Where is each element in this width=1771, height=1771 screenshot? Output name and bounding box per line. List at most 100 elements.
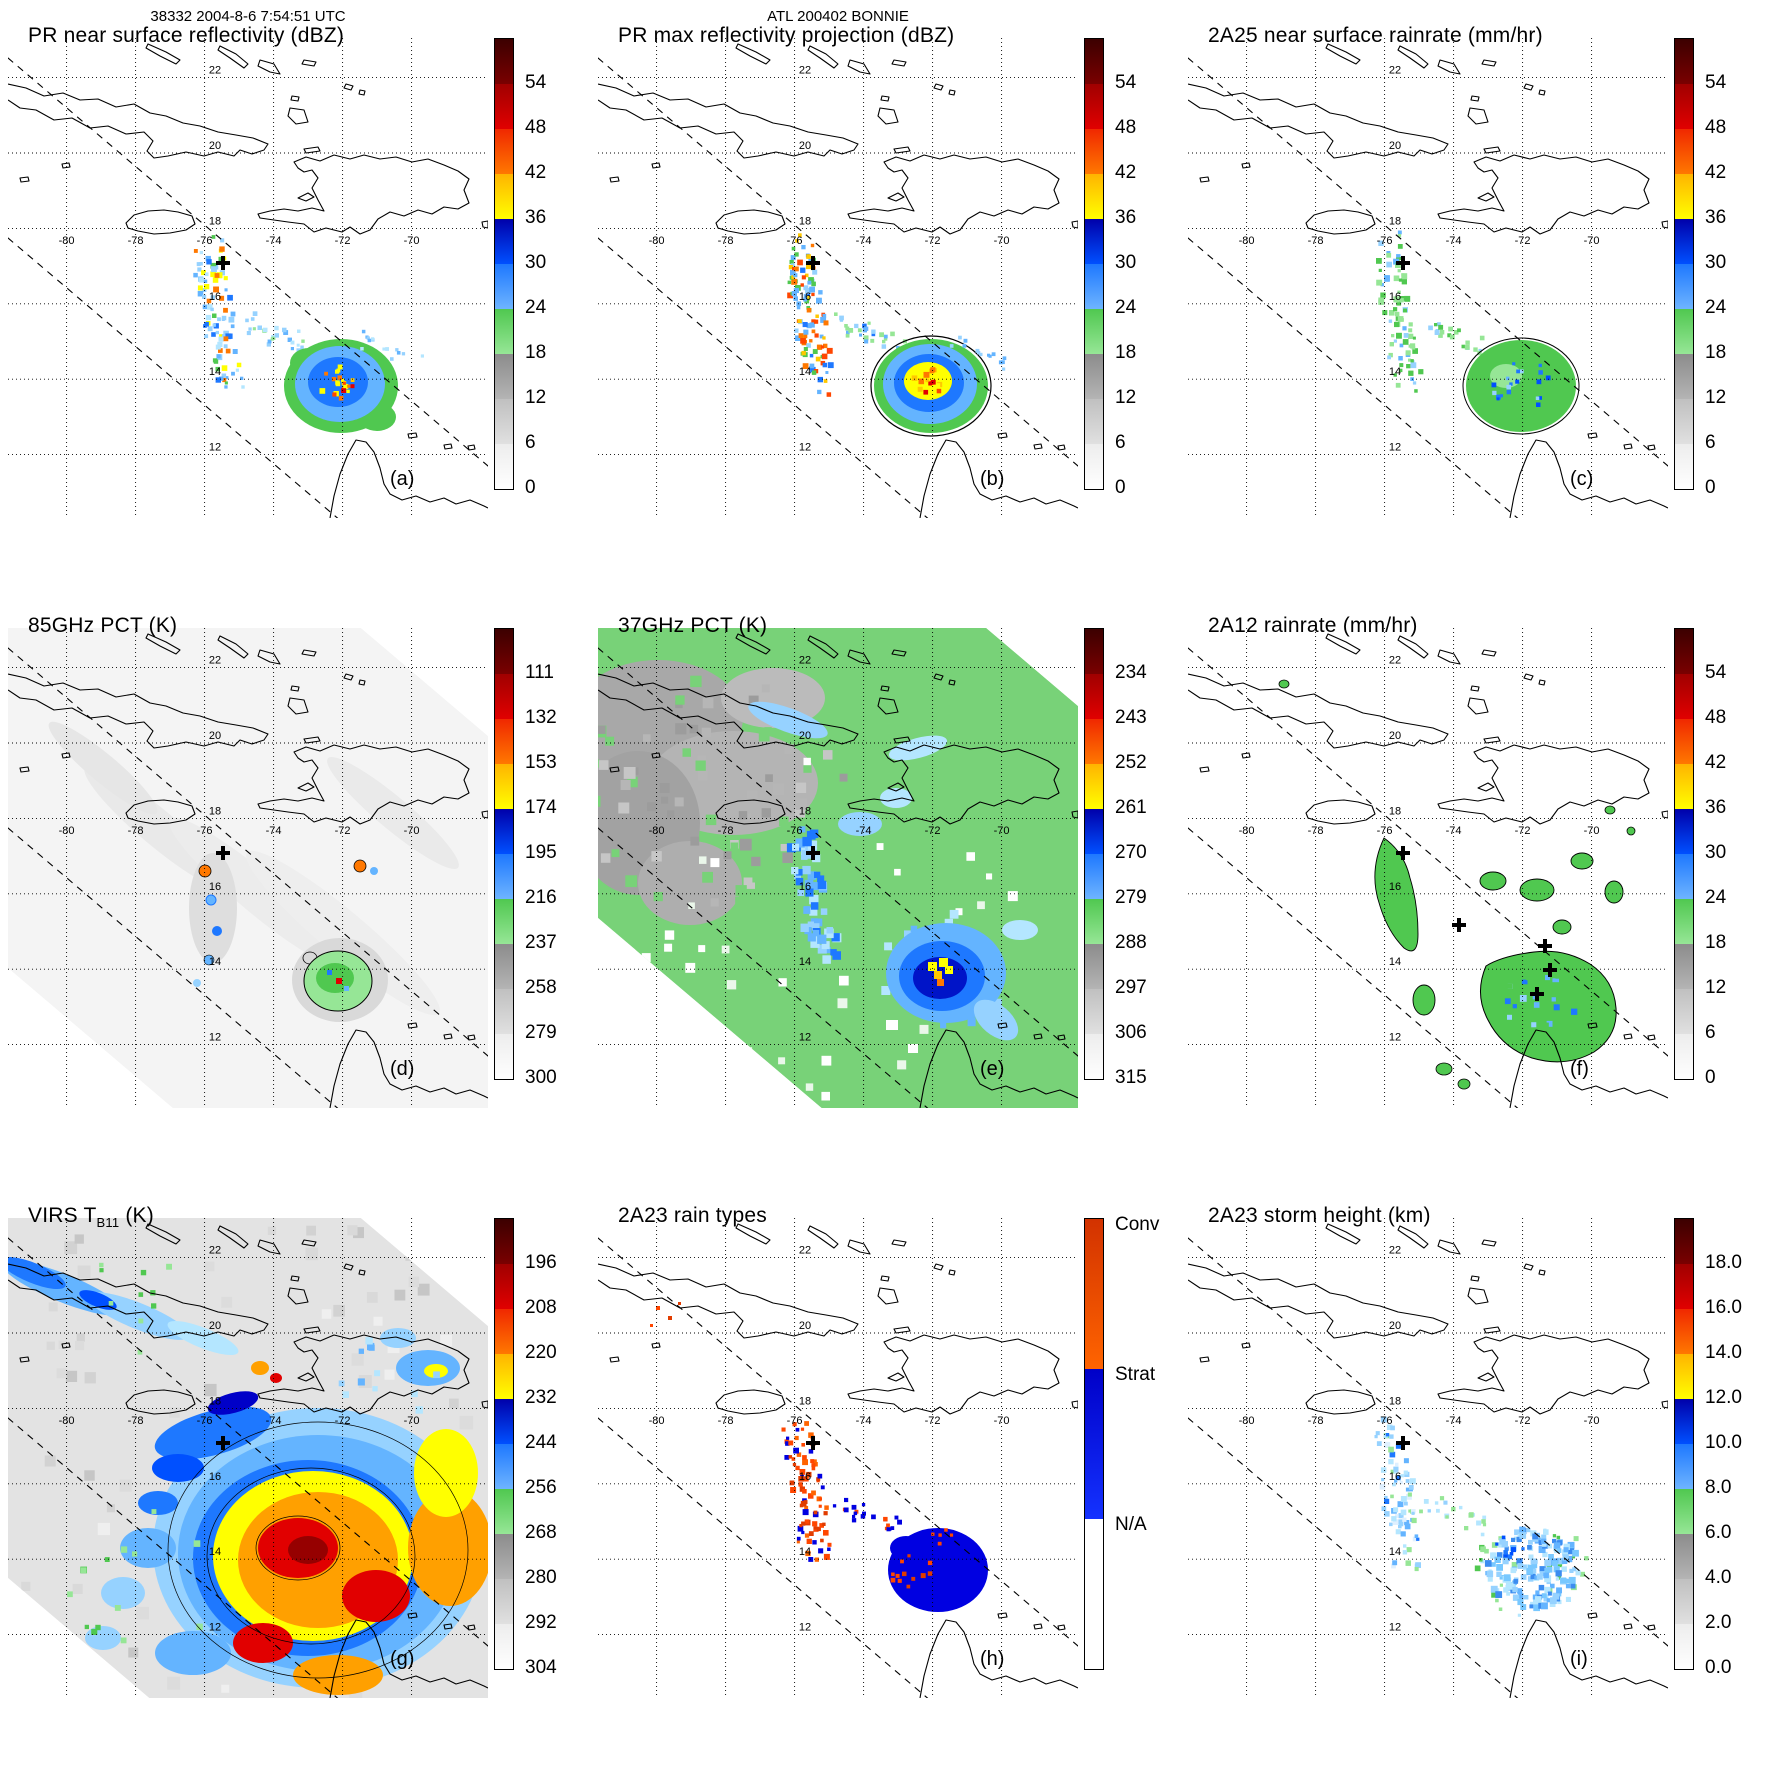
lat-label: 14 — [1389, 1546, 1401, 1558]
colorbar-segment — [1085, 674, 1103, 719]
colorbar-segment — [1675, 674, 1693, 719]
colorbar-segment — [495, 264, 513, 309]
colorbar-segment — [1085, 944, 1103, 989]
colorbar-segment — [1675, 444, 1693, 489]
storm-center-marker — [1396, 256, 1410, 270]
swath-edges — [1188, 1237, 1668, 1698]
colorbar-tick-label: 6 — [1115, 432, 1126, 453]
panel-e-map: -80 -78 -76 -74 -72 -70 22 20 18 16 14 12 — [598, 628, 1078, 1108]
colorbar-segment — [495, 629, 513, 674]
lat-label: 22 — [1389, 1245, 1401, 1257]
colorbar-segment — [1675, 309, 1693, 354]
lon-label: -78 — [128, 1415, 144, 1427]
lat-label: 16 — [1389, 881, 1401, 893]
data-field — [193, 235, 424, 433]
panel-a-map: -80 -78 -76 -74 -72 -70 22 20 18 16 14 12 — [8, 38, 488, 518]
swath-edges — [8, 647, 488, 1108]
colorbar-tick-label: 297 — [1115, 977, 1147, 998]
lon-label: -72 — [925, 235, 941, 247]
data-field — [598, 628, 1078, 1108]
lon-label: -70 — [994, 235, 1010, 247]
coastlines — [598, 43, 1078, 518]
colorbar-tick-label: 6 — [1705, 432, 1716, 453]
lon-label: -74 — [266, 825, 282, 837]
panel-g-title-unit: (K) — [119, 1204, 154, 1227]
colorbar-segment — [495, 899, 513, 944]
lat-label: 12 — [209, 442, 221, 454]
lat-label: 22 — [799, 1245, 811, 1257]
panel-c-letter: (c) — [1570, 468, 1594, 490]
coastlines — [1188, 43, 1668, 518]
colorbar-tick-label: 256 — [525, 1477, 557, 1498]
lon-label: -80 — [1239, 235, 1255, 247]
colorbar-segment — [1085, 354, 1103, 399]
colorbar-tick-label: 315 — [1115, 1067, 1147, 1088]
data-field — [8, 628, 488, 1108]
lat-label: 12 — [209, 1622, 221, 1634]
colorbar-tick-label: 2.0 — [1705, 1612, 1732, 1633]
colorbar-segment — [495, 854, 513, 899]
grid-labels: -80 -78 -76 -74 -72 -70 22 20 18 16 14 12 — [1239, 655, 1600, 1044]
colorbar-tick-label: 54 — [1705, 662, 1727, 683]
colorbar-segment — [1675, 1264, 1693, 1309]
panel-b: PR max reflectivity projection (dBZ) -80… — [590, 0, 1180, 590]
colorbar-tick-label: 42 — [525, 162, 547, 183]
colorbar-segment — [1675, 764, 1693, 809]
storm-center-marker — [216, 846, 230, 860]
colorbar-segment — [495, 674, 513, 719]
coastlines — [1188, 633, 1668, 1108]
storm-center-marker — [1452, 918, 1466, 932]
colorbar-segment — [1085, 129, 1103, 174]
panel-g-letter: (g) — [390, 1648, 415, 1670]
colorbar-tick-label: 24 — [1705, 297, 1727, 318]
colorbar-segment — [1675, 899, 1693, 944]
storm-center-marker — [216, 256, 230, 270]
rain-type-label: N/A — [1115, 1514, 1147, 1535]
panel-h-map: -80 -78 -76 -74 -72 -70 22 20 18 16 14 12 — [598, 1218, 1078, 1698]
lat-label: 12 — [799, 1032, 811, 1044]
lon-label: -72 — [1515, 235, 1531, 247]
colorbar-segment — [1085, 1034, 1103, 1079]
lon-label: -80 — [1239, 825, 1255, 837]
lat-label: 20 — [1389, 140, 1401, 152]
colorbar-segment — [495, 84, 513, 129]
lat-label: 18 — [1389, 805, 1401, 817]
lon-label: -72 — [925, 825, 941, 837]
lat-label: 12 — [1389, 1622, 1401, 1634]
colorbar-tick-label: 48 — [525, 117, 547, 138]
colorbar-tick-label: 195 — [525, 842, 557, 863]
colorbar-tick-label: 216 — [525, 887, 557, 908]
grid-labels: -80 -78 -76 -74 -72 -70 22 20 18 16 14 12 — [1239, 65, 1600, 454]
lon-label: -74 — [1446, 825, 1462, 837]
lon-label: -78 — [128, 235, 144, 247]
storm-center-marker — [1543, 963, 1557, 977]
panel-f-title: 2A12 rainrate (mm/hr) — [1208, 614, 1418, 637]
colorbar-segment — [1085, 989, 1103, 1034]
grid-labels: -80 -78 -76 -74 -72 -70 22 20 18 16 14 12 — [649, 65, 1010, 454]
panel-h-title: 2A23 rain types — [618, 1204, 767, 1227]
lon-label: -74 — [1446, 1415, 1462, 1427]
colorbar-tick-label: 270 — [1115, 842, 1147, 863]
colorbar-segment — [1675, 399, 1693, 444]
colorbar-segment — [1085, 854, 1103, 899]
colorbar-tick-label: 24 — [525, 297, 547, 318]
lon-label: -70 — [1584, 825, 1600, 837]
panel-g-map: -80 -78 -76 -74 -72 -70 22 20 18 16 14 12 — [8, 1218, 488, 1698]
panel-c-map: -80 -78 -76 -74 -72 -70 22 20 18 16 14 12 — [1188, 38, 1668, 518]
lat-label: 16 — [209, 291, 221, 303]
colorbar-tick-label: 6 — [1705, 1022, 1716, 1043]
lon-label: -78 — [1308, 235, 1324, 247]
colorbar-segment — [1085, 264, 1103, 309]
lat-label: 14 — [1389, 366, 1401, 378]
colorbar-segment — [1085, 444, 1103, 489]
lon-label: -70 — [404, 825, 420, 837]
lon-label: -74 — [1446, 235, 1462, 247]
lat-label: 18 — [1389, 1395, 1401, 1407]
colorbar-segment — [495, 444, 513, 489]
panel-h-letter: (h) — [980, 1648, 1005, 1670]
lon-label: -78 — [718, 825, 734, 837]
colorbar-tick-label: 6 — [525, 432, 536, 453]
lat-label: 20 — [799, 1320, 811, 1332]
lon-label: -76 — [197, 825, 213, 837]
colorbar-segment — [495, 174, 513, 219]
